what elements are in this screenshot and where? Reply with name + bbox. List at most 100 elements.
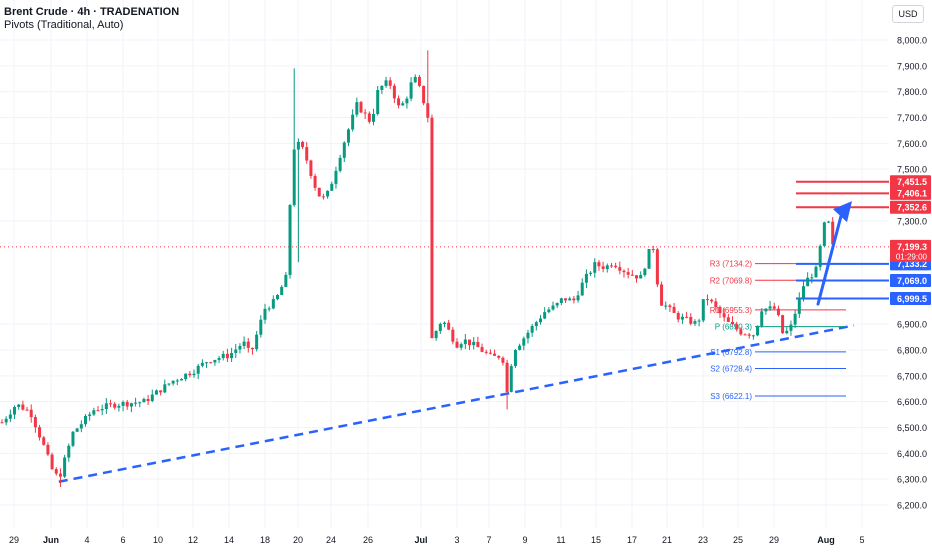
candle-body [555, 303, 559, 306]
candle-body [342, 142, 346, 158]
time-axis[interactable]: 29 Jun 4 6 10 12 14 18 20 24 26 Jul 3 7 9 11 15 17 21 23 25 2… [9, 535, 865, 545]
candle-body [609, 265, 613, 267]
candle-body [104, 403, 108, 410]
candle-body [355, 102, 359, 115]
candle-body [518, 345, 522, 350]
time-tick-label: 12 [188, 535, 198, 545]
price-tick-label: 7,700.0 [897, 113, 927, 123]
candle-body [4, 418, 8, 423]
candle-body [526, 332, 530, 339]
candle-body [776, 308, 780, 316]
candle-body [622, 270, 626, 273]
candle-body [680, 316, 684, 320]
candle-body [163, 384, 167, 393]
price-tick-label: 8,000.0 [897, 36, 927, 46]
time-tick-label: 23 [698, 535, 708, 545]
candle-body [42, 437, 46, 445]
candle-body [200, 362, 204, 366]
candle-body [83, 415, 87, 425]
price-tick-label: 6,300.0 [897, 475, 927, 485]
price-tick-label: 7,800.0 [897, 87, 927, 97]
candle-body [301, 141, 305, 148]
candle-body [630, 274, 634, 276]
candle-body [756, 325, 760, 336]
candle-body [409, 82, 413, 99]
resistance-price-label-bg [890, 186, 931, 200]
price-tick-label: 7,900.0 [897, 61, 927, 71]
candle-body [67, 445, 71, 458]
candle-body [413, 76, 417, 83]
candle-body [25, 409, 29, 411]
currency-button[interactable]: USD [892, 5, 924, 23]
candle-body [568, 298, 572, 301]
candle-body [388, 80, 392, 86]
candle-body [685, 316, 689, 318]
forecast-arrow-head [833, 201, 852, 223]
candle-body [785, 330, 789, 334]
candle-body [296, 141, 300, 150]
support-price-label: 7,069.0 [897, 276, 927, 286]
candle-body [29, 409, 33, 418]
candle-body [63, 457, 67, 477]
pivot-label: S1 (6792.8) [710, 348, 752, 357]
candle-body [346, 129, 350, 143]
last-price-countdown: 01:29:00 [896, 252, 928, 261]
symbol-title[interactable]: Brent Crude · 4h · TRADENATION [4, 6, 180, 18]
candle-body [167, 383, 171, 385]
candle-body [714, 301, 718, 307]
candle-body [655, 249, 659, 285]
candle-body [96, 410, 100, 412]
candle-body [635, 275, 639, 279]
candle-body [660, 284, 664, 306]
candle-body [614, 265, 618, 268]
price-axis[interactable]: 8,000.0 7,900.0 7,800.0 7,700.0 7,600.0 7,500… [897, 36, 927, 511]
candle-body [547, 309, 551, 313]
candle-body [134, 402, 138, 404]
candle-body [764, 308, 768, 312]
candle-body [92, 410, 96, 415]
candle-body [618, 267, 622, 271]
candle-body [205, 362, 209, 364]
candle-body [33, 417, 37, 428]
candle-body [731, 321, 735, 325]
candle-body [230, 353, 234, 359]
candle-body [463, 339, 467, 345]
candle-body [259, 319, 263, 335]
candle-body [505, 362, 509, 392]
indicator-title[interactable]: Pivots (Traditional, Auto) [4, 19, 124, 31]
last-price-tag-bg [890, 239, 931, 262]
candle-body [705, 299, 709, 301]
time-tick-label: 29 [9, 535, 19, 545]
candle-body [276, 295, 280, 300]
candle-body [292, 149, 296, 206]
uptrend-line [58, 324, 855, 483]
candle-body [751, 335, 755, 337]
candle-body [17, 404, 21, 407]
candle-body [246, 341, 250, 348]
candle-body [689, 316, 693, 324]
candle-body [584, 273, 588, 283]
candle-body [781, 315, 785, 334]
candle-body [806, 277, 810, 287]
candle-body [309, 160, 313, 177]
chart-legend: Brent Crude · 4h · TRADENATION Pivots (T… [4, 6, 179, 32]
price-tick-label: 6,800.0 [897, 346, 927, 356]
candle-body [664, 305, 668, 307]
candle-body [726, 317, 730, 322]
candle-body [501, 357, 505, 363]
candle-body [760, 311, 764, 326]
candle-body [351, 114, 355, 130]
candle-body [534, 322, 538, 327]
candle-body [538, 318, 542, 323]
trendline-layer [0, 246, 889, 483]
candle-body [543, 312, 547, 319]
candle-body [330, 183, 334, 191]
candle-body [831, 221, 835, 245]
candle-body [225, 353, 229, 359]
candle-body [417, 76, 421, 86]
support-price-label: 6,999.5 [897, 294, 927, 304]
candle-body [768, 306, 772, 309]
candle-body [605, 265, 609, 269]
